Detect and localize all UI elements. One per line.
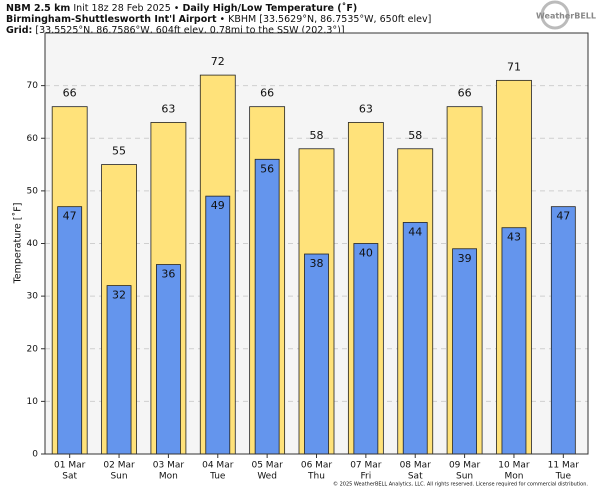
x-tick-label: 04 Mar xyxy=(202,461,234,471)
x-tick-label: 01 Mar xyxy=(54,461,86,471)
x-day-label: Thu xyxy=(307,472,325,482)
x-tick-label: 06 Mar xyxy=(301,461,333,471)
y-tick-label: 20 xyxy=(27,344,39,354)
bar xyxy=(106,285,132,455)
value-label: 47 xyxy=(63,210,77,223)
bar xyxy=(353,243,379,455)
x-tick-label: 07 Mar xyxy=(350,461,382,471)
value-label: 43 xyxy=(507,231,521,244)
bar xyxy=(57,206,83,455)
title-line: NBM 2.5 km Init 18z 28 Feb 2025 • Daily … xyxy=(6,3,357,14)
value-label: 55 xyxy=(112,145,126,158)
bar xyxy=(402,222,428,455)
value-label: 66 xyxy=(458,87,472,100)
value-label: 58 xyxy=(310,129,324,142)
bar xyxy=(304,253,329,455)
x-tick-label: 05 Mar xyxy=(251,461,283,471)
x-day-label: Wed xyxy=(257,472,277,482)
plot-area xyxy=(44,32,589,455)
value-label: 38 xyxy=(310,257,324,270)
bar xyxy=(550,206,576,455)
x-tick-label: 02 Mar xyxy=(103,461,135,471)
value-label: 49 xyxy=(211,199,225,212)
grid-info: [33.5525°N, 86.7586°W, 604ft elev, 0.78m… xyxy=(35,25,344,36)
value-label: 63 xyxy=(359,102,373,115)
x-day-label: Fri xyxy=(360,472,371,482)
value-label: 66 xyxy=(260,87,274,100)
y-tick-label: 10 xyxy=(27,397,39,407)
y-axis-label: Temperature [˚F] xyxy=(13,203,24,285)
product: Daily High/Low Temperature (˚F) xyxy=(182,3,357,14)
value-label: 72 xyxy=(211,55,225,68)
value-label: 36 xyxy=(161,268,175,281)
logo-swirl xyxy=(540,0,570,30)
value-label: 58 xyxy=(408,129,422,142)
grid-label: Grid: xyxy=(6,25,32,36)
logo: WeatherBELL xyxy=(536,12,596,21)
bar xyxy=(452,248,477,455)
station: Birmingham-Shuttlesworth Int'l Airport xyxy=(6,14,217,25)
x-day-label: Sun xyxy=(110,472,127,482)
x-day-label: Mon xyxy=(504,472,523,482)
value-label: 47 xyxy=(556,210,570,223)
x-tick-label: 09 Mar xyxy=(449,461,481,471)
value-label: 66 xyxy=(63,87,77,100)
x-tick-label: 11 Mar xyxy=(548,461,580,471)
y-tick-label: 70 xyxy=(27,81,39,91)
value-label: 32 xyxy=(112,289,126,302)
init: Init 18z 28 Feb 2025 • xyxy=(73,3,179,14)
model: NBM 2.5 km xyxy=(6,3,70,14)
value-label: 40 xyxy=(359,247,373,260)
value-label: 44 xyxy=(408,225,422,238)
station-info: • KBHM [33.5629°N, 86.7535°W, 650ft elev… xyxy=(220,14,432,25)
x-tick-label: 03 Mar xyxy=(153,461,185,471)
x-tick-label: 10 Mar xyxy=(498,461,530,471)
bar xyxy=(156,264,181,455)
y-tick-label: 40 xyxy=(27,239,39,249)
x-day-label: Mon xyxy=(159,472,178,482)
bar xyxy=(501,227,527,455)
grid-line-text: Grid: [33.5525°N, 86.7586°W, 604ft elev,… xyxy=(6,25,345,36)
value-label: 63 xyxy=(161,102,175,115)
bar xyxy=(254,158,280,455)
x-day-label: Sun xyxy=(456,472,473,482)
x-day-label: Tue xyxy=(209,472,226,482)
x-day-label: Sat xyxy=(408,472,423,482)
x-day-label: Sat xyxy=(62,472,77,482)
bar xyxy=(205,195,231,455)
x-tick-label: 08 Mar xyxy=(400,461,432,471)
y-tick-label: 30 xyxy=(27,292,39,302)
value-label: 39 xyxy=(458,252,472,265)
value-label: 71 xyxy=(507,60,521,73)
station-line: Birmingham-Shuttlesworth Int'l Airport •… xyxy=(6,14,431,25)
value-label: 56 xyxy=(260,162,274,175)
y-tick-label: 60 xyxy=(27,134,39,144)
y-tick-label: 0 xyxy=(32,450,38,460)
footer: © 2025 WeatherBELL Analytics, LLC. All r… xyxy=(333,481,588,488)
y-tick-label: 50 xyxy=(27,186,39,196)
x-day-label: Tue xyxy=(555,472,572,482)
